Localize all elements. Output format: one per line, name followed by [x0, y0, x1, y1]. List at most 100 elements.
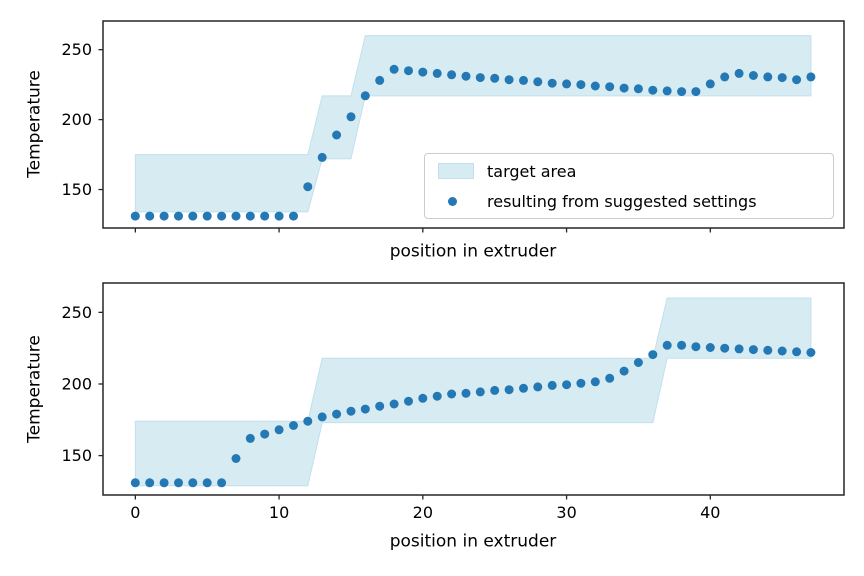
scatter-point: [274, 211, 284, 221]
top-chart-xlabel: position in extruder: [389, 241, 557, 262]
scatter-point: [245, 211, 255, 221]
scatter-point: [188, 478, 198, 488]
scatter-point: [418, 393, 428, 403]
scatter-point: [533, 77, 543, 87]
scatter-point: [217, 211, 227, 221]
scatter-point: [547, 78, 557, 88]
scatter-point: [662, 86, 672, 96]
scatter-point: [705, 79, 715, 89]
scatter-point: [734, 344, 744, 354]
scatter-point: [346, 112, 356, 122]
scatter-point: [159, 211, 169, 221]
scatter-point: [447, 70, 457, 80]
scatter-point: [748, 71, 758, 80]
scatter-point: [763, 72, 773, 82]
scatter-point: [633, 84, 643, 94]
scatter-point: [504, 75, 514, 85]
scatter-point: [461, 388, 471, 398]
scatter-point: [677, 340, 687, 350]
bottom-chart-xlabel: position in extruder: [389, 531, 557, 552]
scatter-point: [303, 416, 313, 426]
scatter-point: [519, 383, 528, 393]
scatter-point: [490, 73, 500, 83]
legend-label-points: resulting from suggested settings: [487, 192, 757, 211]
scatter-point: [289, 421, 298, 430]
target-area-band: [134, 35, 812, 213]
scatter-point: [792, 75, 802, 85]
scatter-point: [360, 91, 370, 101]
y-tick-label: 150: [61, 180, 92, 199]
scatter-point: [777, 73, 787, 83]
scatter-point: [648, 85, 658, 95]
scatter-point: [547, 380, 557, 390]
scatter-point: [159, 478, 169, 488]
scatter-point: [562, 380, 572, 390]
scatter-point: [576, 80, 586, 90]
scatter-point: [648, 350, 658, 360]
scatter-point: [317, 152, 327, 162]
scatter-point: [274, 425, 284, 435]
top-chart-ylabel: Temperature: [24, 70, 45, 178]
scatter-point: [605, 373, 615, 383]
x-tick-label: 0: [130, 503, 140, 522]
scatter-point: [490, 385, 500, 395]
scatter-point: [303, 182, 313, 192]
scatter-point: [317, 412, 327, 422]
scatter-point: [217, 478, 227, 488]
target-area-swatch: [438, 163, 474, 179]
scatter-point: [332, 409, 342, 419]
scatter-point: [174, 211, 183, 221]
scatter-point: [705, 343, 715, 352]
target-area-band: [134, 297, 812, 487]
scatter-point: [576, 378, 586, 388]
scatter-point: [332, 130, 342, 140]
scatter-point: [145, 478, 155, 488]
scatter-point: [662, 340, 672, 350]
scatter-point: [475, 73, 485, 83]
x-tick-label: 20: [413, 503, 433, 522]
scatter-point: [346, 406, 356, 416]
y-tick-label: 250: [61, 40, 92, 59]
scatter-point: [202, 211, 212, 221]
scatter-point: [720, 343, 730, 353]
y-tick-label: 150: [61, 446, 92, 465]
scatter-point: [260, 211, 270, 221]
y-tick-label: 200: [61, 110, 92, 129]
axes-spine: [102, 20, 845, 229]
scatter-point: [691, 342, 701, 352]
axes-spine: [102, 282, 845, 496]
y-tick-label: 250: [61, 303, 92, 322]
scatter-point: [404, 66, 413, 76]
scatter-point: [475, 387, 485, 397]
scatter-point: [633, 358, 643, 367]
scatter-point: [763, 345, 773, 355]
scatter-point: [174, 478, 183, 488]
scatter-point: [289, 211, 298, 221]
scatter-point: [389, 399, 399, 409]
scatter-point: [806, 72, 816, 82]
scatter-point: [130, 211, 140, 221]
x-tick-label: 40: [700, 503, 720, 522]
scatter-point: [691, 87, 701, 97]
scatter-point: [231, 211, 241, 221]
scatter-point: [202, 478, 212, 488]
bottom-chart-ylabel: Temperature: [24, 335, 45, 443]
scatter-marker-icon: [448, 197, 457, 206]
scatter-point: [375, 401, 385, 411]
scatter-point: [245, 433, 255, 443]
scatter-point: [432, 68, 442, 78]
scatter-point: [447, 389, 457, 399]
scatter-point: [389, 64, 399, 74]
scatter-point: [375, 75, 385, 85]
scatter-point: [806, 348, 816, 357]
scatter-point: [418, 67, 428, 77]
scatter-point: [533, 382, 543, 392]
scatter-point: [360, 404, 370, 414]
scatter-point: [504, 385, 514, 395]
scatter-point: [590, 377, 600, 387]
scatter-point: [260, 429, 270, 439]
x-tick-label: 10: [269, 503, 289, 522]
scatter-point: [677, 87, 687, 97]
scatter-point: [720, 72, 730, 82]
